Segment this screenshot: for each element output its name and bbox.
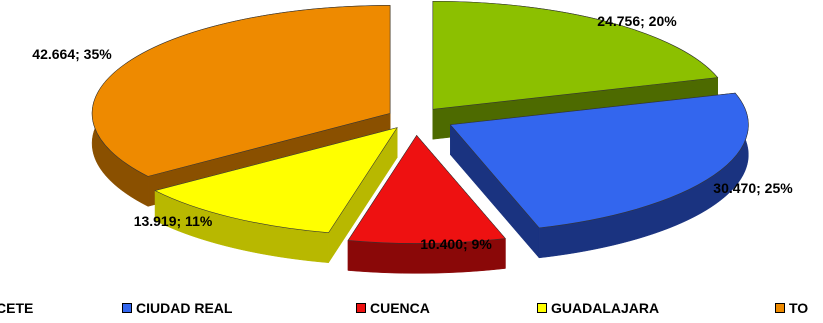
data-label-guadalajara: 13.919; 11% (134, 213, 213, 229)
chart-legend: CETE CIUDAD REAL CUENCA GUADALAJARA TO (0, 297, 823, 319)
legend-swatch-guadalajara (537, 303, 547, 313)
data-label-albacete: 24.756; 20% (597, 13, 677, 29)
legend-label-ciudad-real: CIUDAD REAL (136, 300, 233, 316)
pie-slice-top (432, 0, 719, 110)
pie-slice-top (449, 92, 749, 229)
legend-item-albacete: CETE (0, 297, 33, 319)
legend-label-albacete: CETE (0, 300, 34, 316)
pie-slice-guadalajara (154, 126, 398, 264)
data-label-ciudad-real: 30.470; 25% (713, 180, 793, 196)
legend-item-guadalajara: GUADALAJARA (537, 297, 659, 319)
pie-slice-top (154, 127, 398, 234)
data-label-cuenca: 10.400; 9% (420, 236, 492, 252)
legend-item-cuenca: CUENCA (356, 297, 430, 319)
pie-slice-cuenca (347, 134, 506, 274)
data-label-toledo: 42.664; 35% (32, 46, 112, 62)
legend-item-toledo: TO (775, 297, 808, 319)
pie-slice-top (91, 5, 391, 177)
legend-item-ciudad-real: CIUDAD REAL (122, 297, 232, 319)
pie-slice-top (347, 134, 506, 244)
legend-label-toledo: TO (789, 300, 809, 316)
legend-label-guadalajara: GUADALAJARA (551, 300, 660, 316)
legend-swatch-cuenca (356, 303, 366, 313)
legend-label-cuenca: CUENCA (370, 300, 430, 316)
legend-swatch-toledo (775, 303, 785, 313)
legend-swatch-ciudad-real (122, 303, 132, 313)
pie-slice-ciudad-real (449, 92, 749, 259)
